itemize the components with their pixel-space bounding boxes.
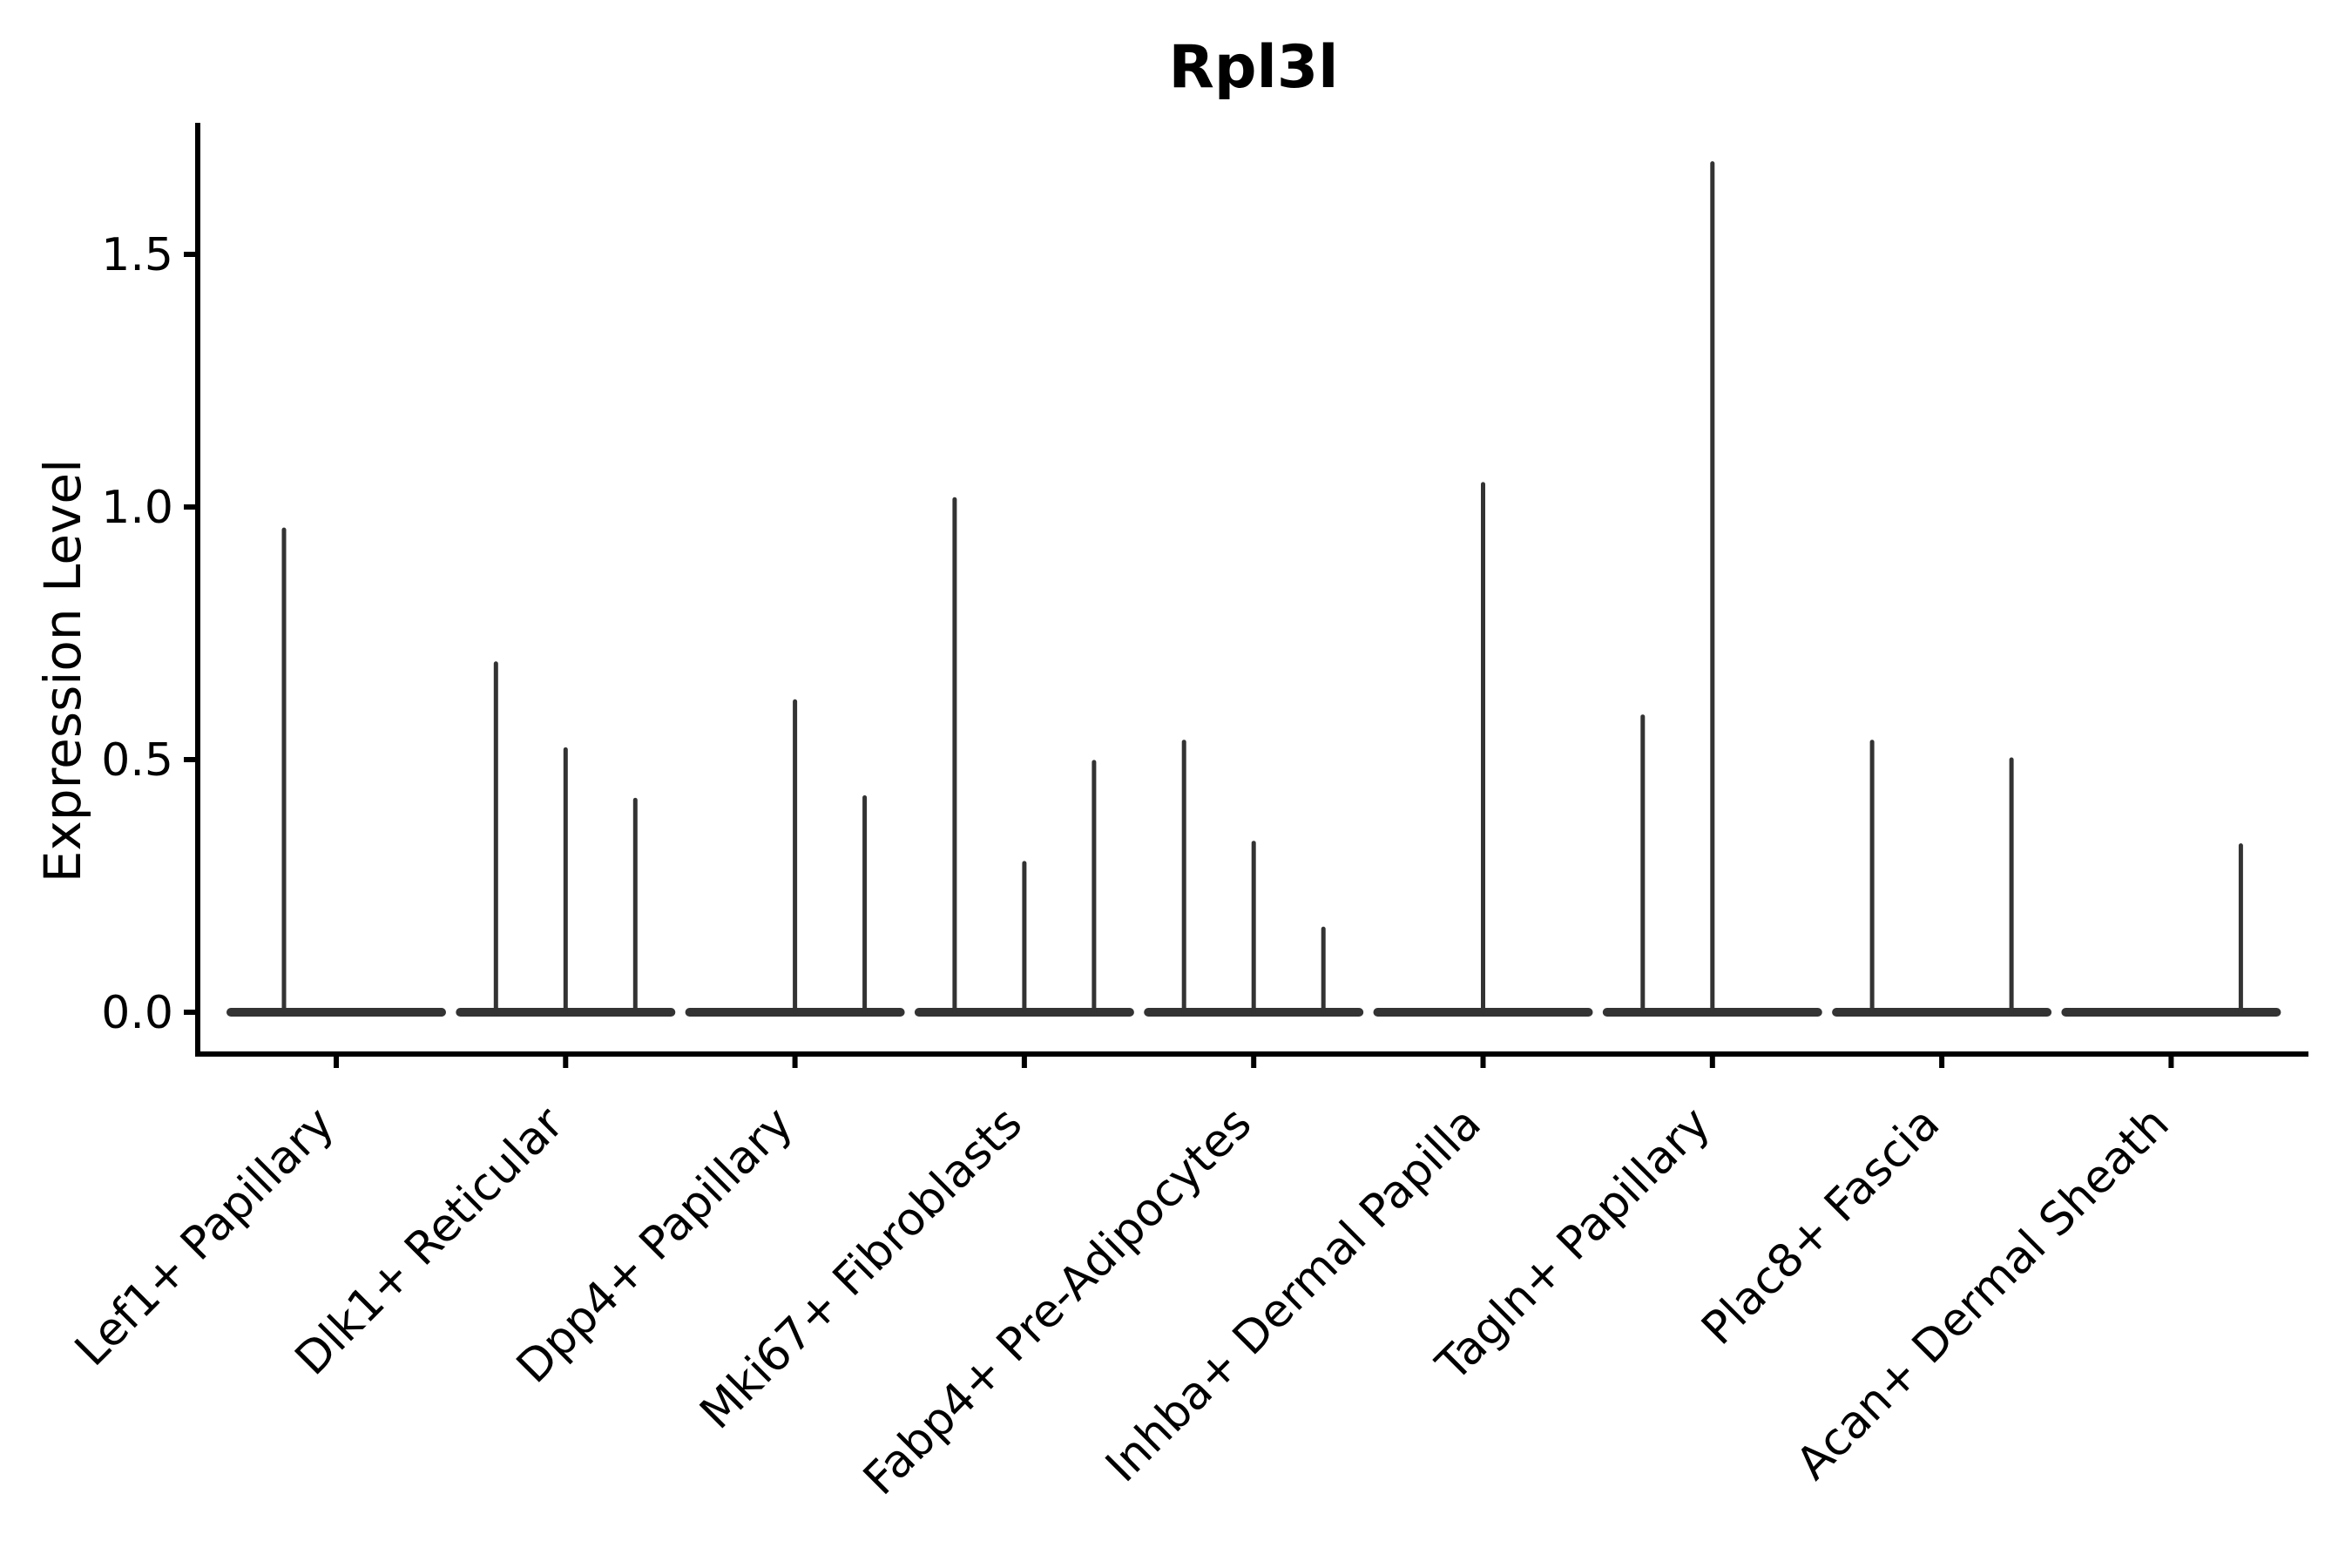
x-tick-label: Plac8+ Fascia	[1692, 1098, 1950, 1355]
y-tick-label: 1.0	[101, 482, 173, 534]
y-axis-label: Expression Level	[33, 459, 92, 882]
y-tick-label: 0.5	[101, 734, 173, 787]
y-tick-label: 0.0	[101, 987, 173, 1039]
x-tick-label: Inhba+ Dermal Papilla	[1096, 1098, 1490, 1492]
chart-title: Rpl3l	[1169, 33, 1339, 102]
x-tick-label: Acan+ Dermal Sheath	[1787, 1098, 2180, 1490]
x-tick-label: Fabp4+ Pre-Adipocytes	[854, 1098, 1261, 1505]
y-tick-label: 1.5	[101, 229, 173, 281]
